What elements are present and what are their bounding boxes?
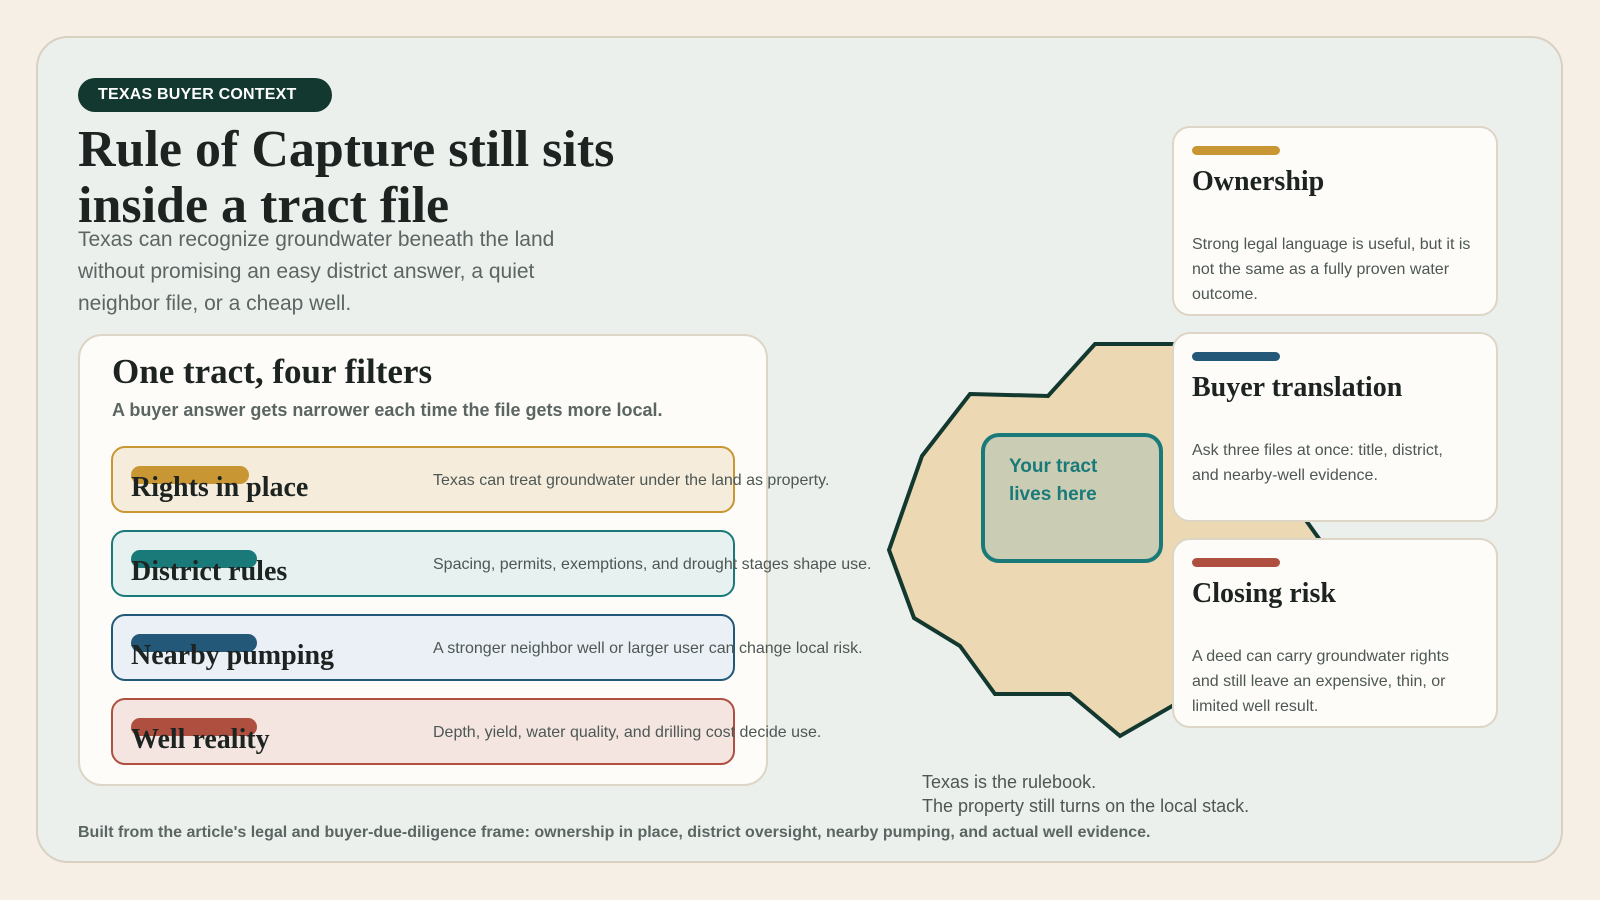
filters-subtitle: A buyer answer gets narrower each time t… [112,400,663,420]
filter-chip [131,550,257,568]
filter-row-pumping: Nearby pumping A stronger neighbor well … [111,614,863,681]
footnote: Built from the article's legal and buyer… [78,824,1151,841]
caption-line: Texas is the rulebook. [922,772,1097,792]
card-body: A deed can carry groundwater rights and … [1192,648,1450,715]
card-accent-bar [1192,352,1280,361]
filter-label: Nearby pumping [131,640,335,671]
context-tag: TEXAS BUYER CONTEXT [78,78,332,112]
card-body: Ask three files at once: title, district… [1192,442,1443,484]
card-accent-bar [1192,146,1280,155]
info-card-closing-risk: Closing risk A deed can carry groundwate… [1172,538,1498,728]
filter-chip [131,634,257,652]
filter-description: A stronger neighbor well or larger user … [433,640,863,657]
tract-label: Your tract lives here [981,433,1163,563]
card-title: Closing risk [1192,578,1336,609]
info-card-ownership: Ownership Strong legal language is usefu… [1172,126,1498,316]
filter-row-district: District rules Spacing, permits, exempti… [111,530,871,597]
filter-description: Spacing, permits, exemptions, and drough… [433,556,872,573]
filter-chip [131,718,257,736]
filter-label: District rules [131,556,288,587]
filter-description: Depth, yield, water quality, and drillin… [433,724,822,741]
filter-label: Rights in place [131,472,309,503]
caption-line: The property still turns on the local st… [922,796,1250,816]
card-title: Ownership [1192,166,1325,197]
filter-chip [131,466,249,484]
card-body: Strong legal language is useful, but it … [1192,236,1471,303]
filter-description: Texas can treat groundwater under the la… [433,472,830,489]
filter-row-well: Well reality Depth, yield, water quality… [111,698,821,765]
page-title: Rule of Capture still sits inside a trac… [78,121,615,234]
card-accent-bar [1192,558,1280,567]
card-title: Buyer translation [1192,372,1403,403]
diagram-caption: Texas is the rulebook. The property stil… [922,770,1249,818]
intro-text: Texas can recognize groundwater beneath … [78,228,555,315]
filter-label: Well reality [131,724,270,755]
filters-title: One tract, four filters [112,352,433,391]
filter-row-rights: Rights in place Texas can treat groundwa… [111,446,829,513]
info-card-buyer-translation: Buyer translation Ask three files at onc… [1172,332,1498,522]
